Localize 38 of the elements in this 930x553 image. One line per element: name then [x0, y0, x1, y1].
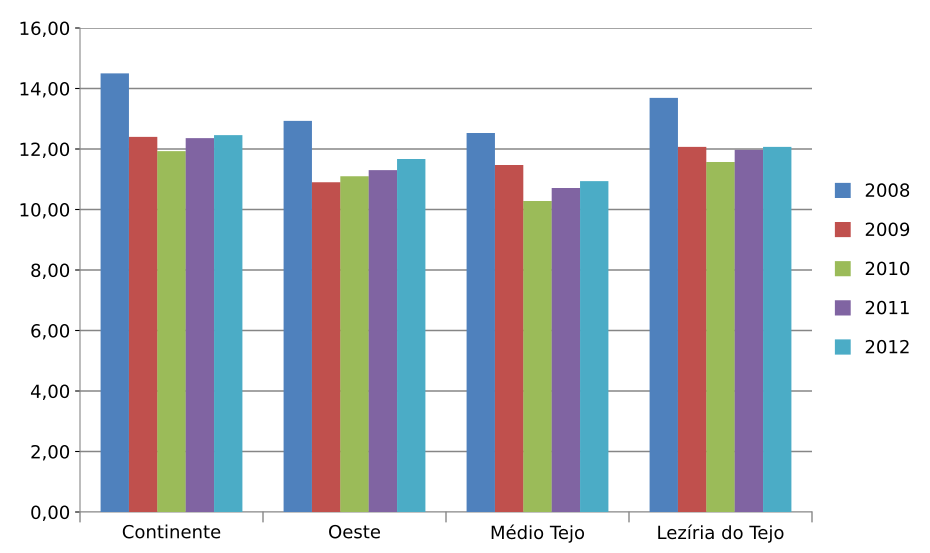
- bar: [284, 120, 312, 512]
- bar: [763, 146, 792, 512]
- legend-label: 2009: [866, 222, 910, 236]
- bar: [214, 135, 242, 512]
- bar: [706, 162, 735, 512]
- y-tick-label: 16,00: [20, 21, 70, 37]
- legend-label: 2008: [866, 183, 910, 197]
- bar: [128, 136, 158, 512]
- y-tick-label: 4,00: [30, 384, 70, 400]
- bar: [650, 98, 678, 512]
- bar: [552, 188, 580, 512]
- bar: [100, 73, 129, 512]
- bar: [397, 158, 426, 512]
- x-tick-label: Médio Tejo: [492, 524, 584, 543]
- y-tick-label: 2,00: [31, 444, 70, 460]
- y-tick-label: 0,00: [31, 505, 70, 521]
- bar: [523, 201, 552, 512]
- bar: [186, 138, 214, 512]
- bar: [312, 182, 340, 512]
- bar: [368, 170, 398, 512]
- y-tick-label: 12,00: [20, 142, 70, 158]
- legend-label: 2012: [866, 340, 909, 354]
- legend-label: 2010: [866, 262, 910, 276]
- bar: [494, 165, 524, 512]
- legend-label: 2011: [866, 300, 909, 314]
- bar: [734, 150, 764, 512]
- x-tick-label: Oeste: [329, 524, 380, 538]
- y-tick-label: 6,00: [31, 324, 70, 340]
- y-tick-label: 14,00: [20, 82, 70, 98]
- bar: [340, 176, 369, 512]
- y-tick-label: 8,00: [31, 263, 70, 279]
- bar: [580, 181, 608, 512]
- bar: [466, 132, 495, 512]
- x-tick-label: Lezíria do Tejo: [658, 524, 784, 543]
- bar: [157, 151, 186, 512]
- y-tick-label: 10,00: [20, 202, 70, 218]
- x-tick-label: Continente: [122, 524, 220, 538]
- bar: [678, 146, 706, 512]
